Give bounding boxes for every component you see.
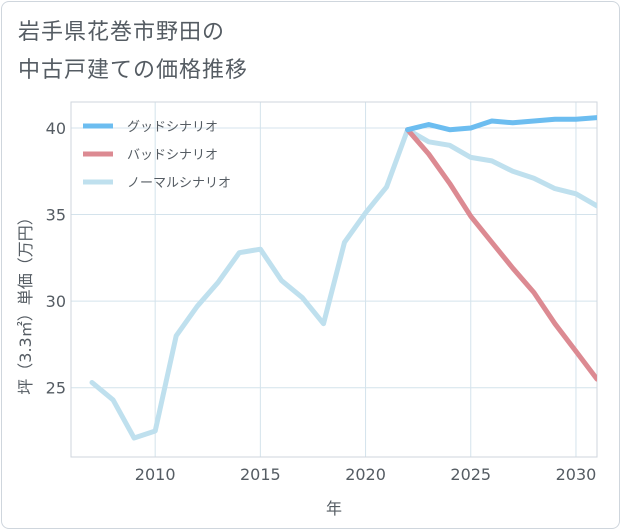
x-axis-ticks: 2010 2015 2020 2025 2030 [135,465,597,484]
y-tick-label-0: 25 [46,379,66,398]
x-axis-title: 年 [326,499,342,518]
x-tick-label-3: 2025 [450,465,491,484]
chart-title-line2: 中古戸建ての価格推移 [18,58,249,83]
legend-label-2: ノーマルシナリオ [127,176,231,191]
x-tick-label-1: 2015 [240,465,281,484]
grid-lines [71,102,597,457]
y-axis-title: 坪（3.3㎡）単価（万円） [16,209,35,394]
series-line-2 [89,127,597,441]
y-tick-label-2: 35 [46,206,66,225]
x-tick-label-0: 2010 [135,465,176,484]
chart-title: 岩手県花巻市野田の 中古戸建ての価格推移 [18,14,248,90]
series-line-1 [405,127,597,382]
legend-label-0: グッドシナリオ [127,120,218,135]
x-tick-label-2: 2020 [345,465,386,484]
series-line-0 [405,115,597,133]
series-lines [89,115,597,441]
y-tick-label-3: 40 [46,119,66,138]
chart-title-line1: 岩手県花巻市野田の [18,20,226,45]
plot-area [70,101,598,458]
legend-label-1: バッドシナリオ [127,148,218,163]
x-tick-label-4: 2030 [556,465,597,484]
y-axis-ticks: 25 30 35 40 [46,119,66,398]
y-tick-label-1: 30 [46,292,66,311]
